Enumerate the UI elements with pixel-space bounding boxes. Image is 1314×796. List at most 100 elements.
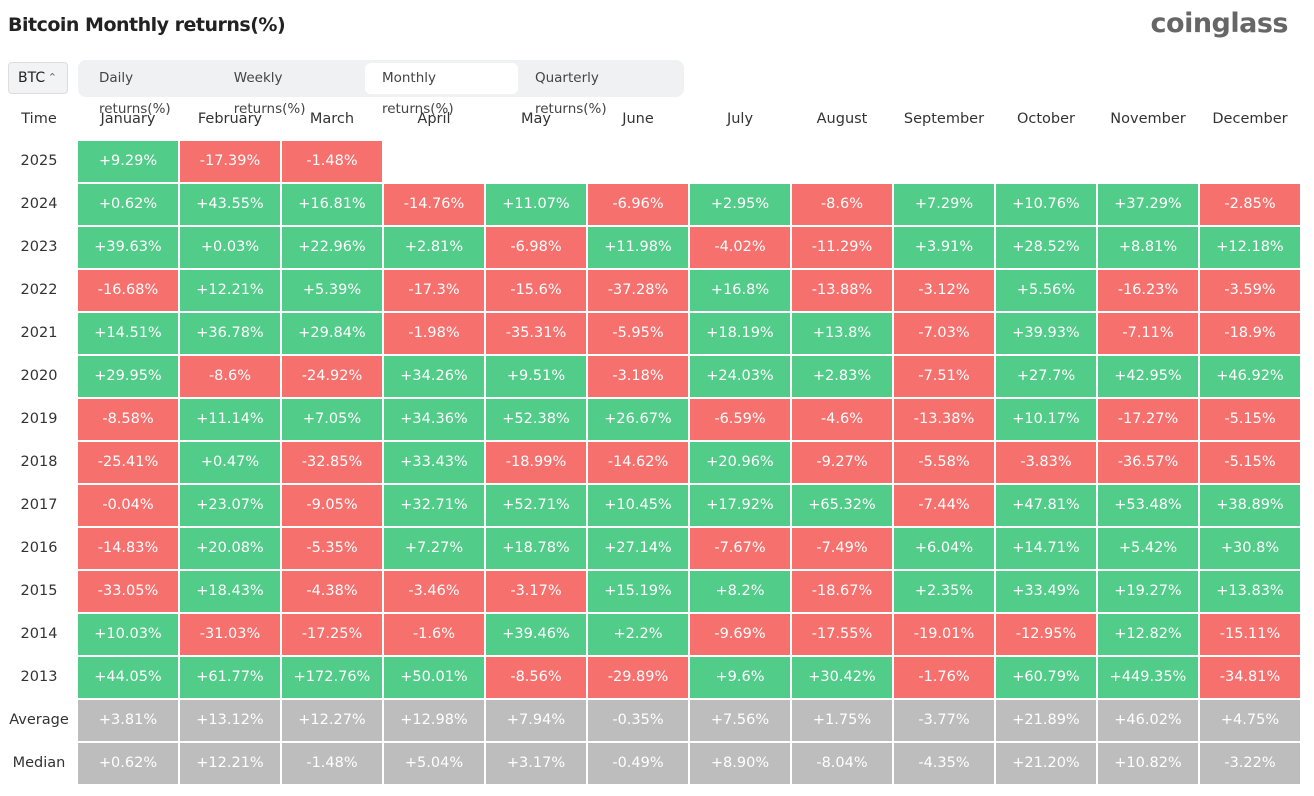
return-cell: -5.35% (282, 528, 382, 569)
return-cell: +2.95% (690, 184, 790, 225)
year-row: 2014 +10.03% -31.03% -17.25% -1.6% +39.46% +2.… (0, 614, 1302, 657)
return-cell: -4.02% (690, 227, 790, 268)
tab[interactable]: Quarterly returns(%) (534, 70, 607, 117)
row-label: 2013 (20, 669, 58, 685)
return-cell: -7.67% (690, 528, 790, 569)
return-cell: +2.2% (588, 614, 688, 655)
return-cell: +27.14% (588, 528, 688, 569)
return-cell: -14.83% (78, 528, 178, 569)
return-cell: +7.29% (894, 184, 994, 225)
return-cell: +12.82% (1098, 614, 1198, 655)
return-cell: -33.05% (78, 571, 178, 612)
return-cell: -29.89% (588, 657, 688, 698)
return-cell: -1.98% (384, 313, 484, 354)
return-cell: +15.19% (588, 571, 688, 612)
return-cell: +12.21% (180, 743, 280, 784)
return-cell: -0.35% (588, 700, 688, 741)
column-header: January (100, 111, 156, 127)
column-header: December (1212, 111, 1288, 127)
tab[interactable]: Weekly returns(%) (233, 70, 306, 117)
return-cell: +10.03% (78, 614, 178, 655)
return-cell: +11.14% (180, 399, 280, 440)
returns-table: Time January February March April May June July… (0, 99, 1302, 786)
year-row: 2019 -8.58% +11.14% +7.05% +34.36% +52.38% +26… (0, 399, 1302, 442)
return-cell: +3.91% (894, 227, 994, 268)
return-cell: +17.92% (690, 485, 790, 526)
return-cell: +6.04% (894, 528, 994, 569)
return-cell: +10.45% (588, 485, 688, 526)
return-cell: +60.79% (996, 657, 1096, 698)
return-cell: -3.46% (384, 571, 484, 612)
return-cell: +20.96% (690, 442, 790, 483)
return-cell: +47.81% (996, 485, 1096, 526)
row-label: 2023 (20, 239, 58, 255)
return-cell: +29.84% (282, 313, 382, 354)
return-cell: +27.7% (996, 356, 1096, 397)
return-cell: +38.89% (1200, 485, 1300, 526)
column-header: February (197, 111, 263, 127)
return-cell: -16.23% (1098, 270, 1198, 311)
return-cell: -17.27% (1098, 399, 1198, 440)
return-cell: -16.68% (78, 270, 178, 311)
column-header: May (521, 111, 551, 127)
year-row: 2022 -16.68% +12.21% +5.39% -17.3% -15.6% -37.… (0, 270, 1302, 313)
return-cell: -1.48% (282, 743, 382, 784)
return-cell: +1.75% (792, 700, 892, 741)
column-header: July (726, 111, 754, 127)
row-label: 2025 (20, 153, 58, 169)
return-cell: +20.08% (180, 528, 280, 569)
return-cell: -11.29% (792, 227, 892, 268)
return-cell: -9.05% (282, 485, 382, 526)
return-cell: -8.6% (180, 356, 280, 397)
row-label: 2020 (20, 368, 58, 384)
return-cell: +8.90% (690, 743, 790, 784)
return-cell: +30.8% (1200, 528, 1300, 569)
year-row: 2023 +39.63% +0.03% +22.96% +2.81% -6.98% +11.… (0, 227, 1302, 270)
return-cell: -1.48% (282, 141, 382, 182)
return-cell: +12.21% (180, 270, 280, 311)
return-cell: +26.67% (588, 399, 688, 440)
column-header: October (1016, 111, 1076, 127)
column-header: November (1110, 111, 1186, 127)
return-cell: -13.88% (792, 270, 892, 311)
return-cell: -7.51% (894, 356, 994, 397)
return-cell: -0.49% (588, 743, 688, 784)
row-label: 2018 (20, 454, 58, 470)
return-cell: +0.62% (78, 743, 178, 784)
tab[interactable]: Daily returns(%) (99, 70, 171, 117)
return-cell: -9.69% (690, 614, 790, 655)
return-cell: +11.07% (486, 184, 586, 225)
return-cell: -12.95% (996, 614, 1096, 655)
return-cell: -6.59% (690, 399, 790, 440)
return-cell: -4.38% (282, 571, 382, 612)
return-cell: +12.18% (1200, 227, 1300, 268)
return-cell: -3.22% (1200, 743, 1300, 784)
row-label: 2016 (20, 540, 58, 556)
return-cell: -15.6% (486, 270, 586, 311)
return-cell: +11.98% (588, 227, 688, 268)
return-cell: -14.76% (384, 184, 484, 225)
row-label: Average (9, 712, 69, 728)
return-cell: -7.11% (1098, 313, 1198, 354)
return-cell: -5.15% (1200, 399, 1300, 440)
return-cell: +23.07% (180, 485, 280, 526)
return-cell: -5.15% (1200, 442, 1300, 483)
row-label: 2024 (20, 196, 58, 212)
return-cell: +29.95% (78, 356, 178, 397)
tab[interactable]: Monthly returns(%) (364, 63, 518, 117)
summary-row: Average +3.81% +13.12% +12.27% +12.98% +7.94%… (0, 700, 1302, 743)
return-cell: -4.6% (792, 399, 892, 440)
return-cell: +44.05% (78, 657, 178, 698)
return-cell: -13.38% (894, 399, 994, 440)
return-cell: +39.46% (486, 614, 586, 655)
return-cell: +19.27% (1098, 571, 1198, 612)
return-cell: -3.17% (486, 571, 586, 612)
return-cell: -18.9% (1200, 313, 1300, 354)
coin-selector[interactable]: BTC (8, 62, 68, 94)
return-cell: +65.32% (792, 485, 892, 526)
return-cell: -1.76% (894, 657, 994, 698)
return-cell: -17.39% (180, 141, 280, 182)
return-cell: +13.12% (180, 700, 280, 741)
return-cell: +36.78% (180, 313, 280, 354)
return-cell: -1.6% (384, 614, 484, 655)
